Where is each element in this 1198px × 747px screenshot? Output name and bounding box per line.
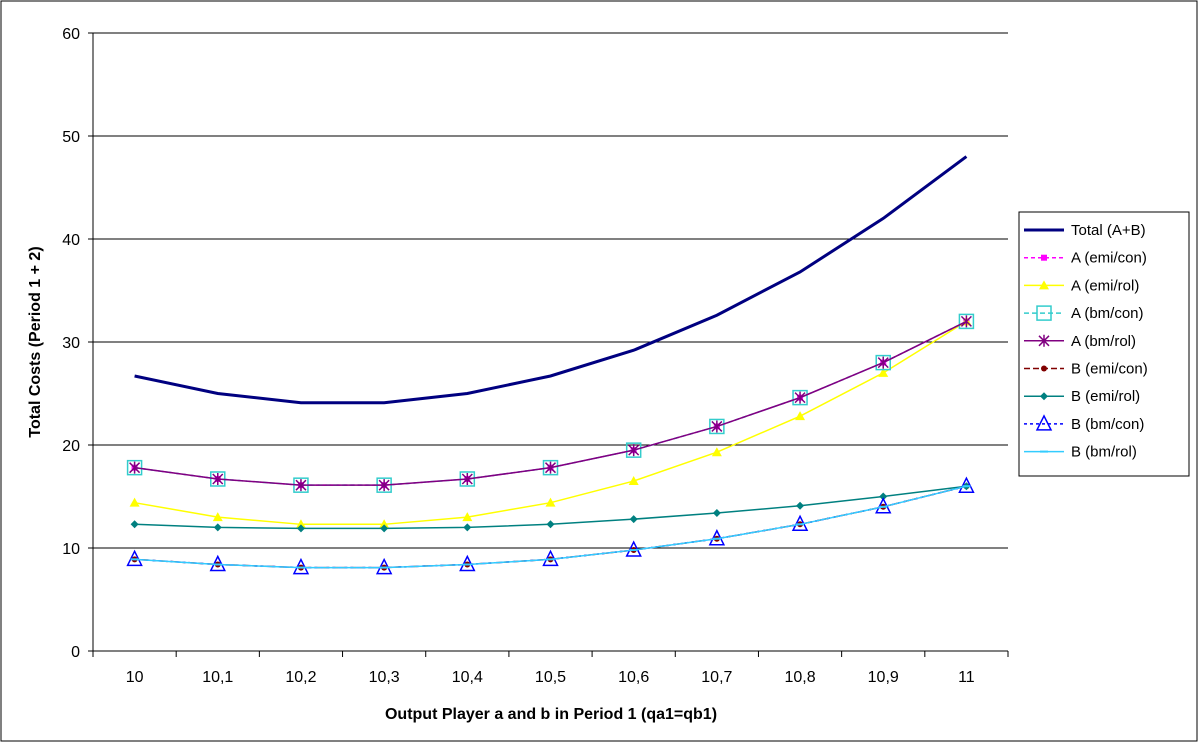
data-point	[1039, 280, 1049, 290]
data-point	[129, 461, 141, 474]
legend-label: B (emi/rol)	[1071, 388, 1140, 405]
y-tick-label: 60	[62, 26, 80, 43]
data-point	[1036, 305, 1052, 321]
legend-label: B (emi/con)	[1071, 361, 1148, 378]
data-point	[960, 315, 972, 328]
series-5	[129, 315, 972, 492]
x-tick-label: 11	[958, 669, 975, 686]
series-line	[134, 155, 968, 405]
legend-label: B (bm/con)	[1071, 416, 1144, 433]
y-tick-label: 50	[62, 129, 80, 146]
data-point	[295, 479, 307, 492]
data-point	[796, 501, 805, 510]
x-tick-label: 10,3	[369, 669, 400, 686]
data-point	[877, 356, 889, 369]
data-point	[462, 512, 473, 522]
data-point	[958, 313, 975, 330]
gridlines	[93, 32, 1008, 549]
data-point	[126, 459, 143, 476]
data-point	[1041, 254, 1047, 261]
x-tick-label: 10,6	[618, 669, 649, 686]
x-tick-label: 10,9	[868, 669, 899, 686]
data-point	[878, 367, 889, 377]
data-point	[711, 420, 723, 433]
data-point	[378, 479, 390, 492]
y-tick-label: 0	[71, 644, 80, 661]
data-point	[625, 442, 642, 458]
legend-label: Total (A+B)	[1071, 222, 1146, 239]
data-point	[544, 461, 557, 474]
data-point	[794, 391, 806, 404]
x-tick-label: 10,5	[535, 669, 566, 686]
series-7	[130, 482, 971, 533]
data-point	[792, 389, 808, 406]
x-tick-label: 10	[126, 669, 144, 686]
data-point	[712, 508, 721, 517]
data-point	[1038, 334, 1050, 347]
legend-label: A (bm/con)	[1071, 305, 1144, 322]
data-point	[711, 447, 722, 457]
axes: 0 10 20 30 40 50 60 10 10,1 10,2 10,3 10,4 10,5 10,6 1…	[62, 26, 1009, 686]
data-point	[629, 515, 638, 524]
data-point	[1041, 365, 1047, 372]
data-point	[213, 523, 222, 532]
data-point	[129, 497, 140, 507]
y-tick-label: 20	[62, 438, 80, 455]
data-point	[296, 524, 305, 533]
legend: Total (A+B) A (emi/con) A (emi/rol) A (bm/c…	[1018, 211, 1190, 477]
x-tick-label: 10,2	[285, 669, 316, 686]
data-point	[545, 497, 556, 507]
data-point	[795, 411, 806, 421]
x-tick-label: 10,4	[452, 669, 483, 686]
legend-label: B (bm/rol)	[1071, 444, 1137, 461]
data-point	[212, 472, 224, 485]
data-point	[463, 523, 472, 532]
legend-label: A (emi/rol)	[1071, 277, 1139, 294]
y-tick-label: 10	[62, 541, 80, 558]
series-9	[130, 485, 971, 569]
data-point	[1040, 392, 1048, 401]
data-point	[709, 418, 725, 435]
data-point	[461, 472, 473, 485]
y-tick-label: 30	[62, 335, 80, 352]
series-lines	[126, 155, 975, 575]
legend-label: A (emi/con)	[1071, 250, 1147, 267]
x-tick-label: 10,8	[784, 669, 815, 686]
data-point	[628, 476, 639, 486]
data-point	[295, 519, 306, 529]
data-point	[875, 354, 891, 371]
y-tick-label: 40	[62, 232, 80, 249]
data-point	[130, 520, 139, 529]
legend-label: A (bm/rol)	[1071, 333, 1136, 350]
series-1	[134, 155, 968, 405]
data-point	[212, 512, 223, 522]
data-point	[542, 459, 559, 476]
x-axis-title: Output Player a and b in Period 1 (qa1=q…	[385, 706, 717, 723]
x-tick-label: 10,1	[202, 669, 233, 686]
data-point	[380, 524, 389, 533]
data-point	[379, 519, 390, 529]
data-point	[628, 444, 640, 457]
data-point	[1035, 414, 1053, 431]
y-axis-title: Total Costs (Period 1 + 2)	[27, 246, 44, 437]
x-tick-label: 10,7	[701, 669, 732, 686]
data-point	[546, 520, 555, 529]
data-point	[879, 492, 888, 501]
